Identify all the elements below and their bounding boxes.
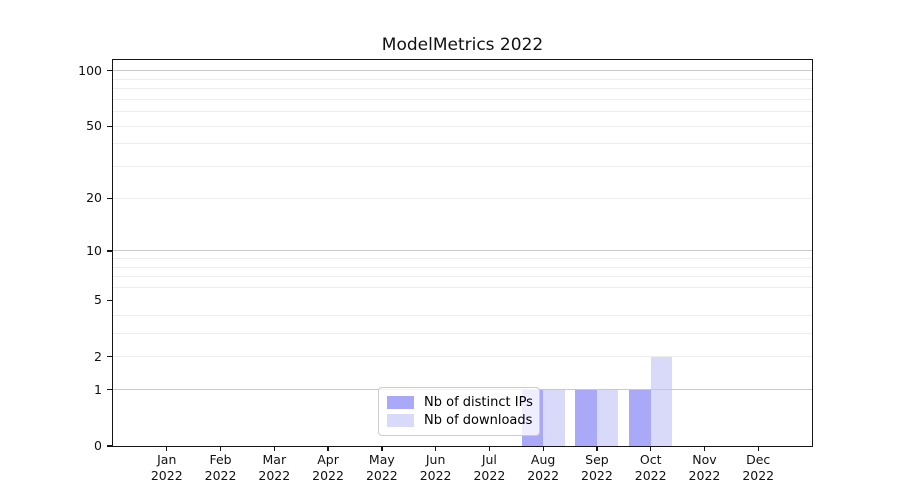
gridline-minor bbox=[113, 276, 812, 278]
gridline-major bbox=[113, 250, 812, 252]
x-tick-mark bbox=[166, 446, 168, 451]
x-tick-mark bbox=[435, 446, 437, 451]
y-tick-label: 10 bbox=[86, 242, 102, 258]
gridline-minor bbox=[113, 88, 812, 89]
legend-row: Nb of distinct IPs bbox=[387, 394, 533, 410]
bar-downloads bbox=[650, 356, 673, 446]
x-tick-label: May 2022 bbox=[365, 452, 398, 483]
x-tick-mark bbox=[488, 446, 491, 451]
gridline-minor bbox=[113, 356, 812, 358]
gridline-major bbox=[113, 70, 812, 72]
gridline-minor bbox=[113, 98, 812, 100]
y-tick-mark bbox=[107, 299, 112, 301]
legend: Nb of distinct IPs Nb of downloads bbox=[378, 387, 540, 436]
y-tick-label: 1 bbox=[94, 381, 102, 397]
x-tick-label: Jul 2022 bbox=[473, 452, 506, 483]
y-tick-label: 20 bbox=[86, 190, 102, 206]
x-tick-label: Jan 2022 bbox=[150, 452, 183, 483]
gridline-minor bbox=[113, 266, 812, 268]
y-tick-label: 50 bbox=[86, 118, 102, 134]
x-tick-mark bbox=[327, 446, 329, 451]
x-tick-mark bbox=[757, 446, 759, 451]
gridline-minor bbox=[113, 111, 812, 113]
x-tick-label: Sep 2022 bbox=[581, 452, 613, 483]
gridline-minor bbox=[113, 197, 812, 199]
gridline-minor bbox=[113, 314, 812, 316]
gridline-minor bbox=[113, 143, 812, 145]
legend-swatch-downloads bbox=[387, 414, 414, 428]
x-tick-label: Apr 2022 bbox=[312, 452, 344, 483]
y-tick-label: 2 bbox=[94, 348, 102, 364]
x-tick-label: Nov 2022 bbox=[688, 452, 721, 483]
x-tick-label: Feb 2022 bbox=[204, 452, 237, 483]
gridline-minor bbox=[113, 287, 812, 289]
y-tick-mark bbox=[107, 356, 112, 358]
gridline-minor bbox=[113, 125, 812, 127]
y-tick-mark bbox=[107, 125, 112, 127]
y-tick-label: 100 bbox=[78, 62, 102, 78]
legend-row: Nb of downloads bbox=[387, 413, 533, 429]
x-tick-label: Mar 2022 bbox=[258, 452, 291, 483]
legend-label-downloads: Nb of downloads bbox=[424, 413, 533, 429]
legend-label-distinct-ips: Nb of distinct IPs bbox=[424, 394, 533, 410]
y-tick-mark bbox=[107, 445, 112, 447]
x-tick-mark bbox=[703, 446, 706, 451]
x-tick-label: Jun 2022 bbox=[419, 452, 452, 483]
x-tick-mark bbox=[650, 446, 652, 451]
bar-downloads bbox=[596, 389, 619, 446]
legend-swatch-distinct-ips bbox=[387, 395, 414, 409]
x-tick-label: Oct 2022 bbox=[634, 452, 667, 483]
x-tick-mark bbox=[219, 446, 222, 451]
bar-distinct-ips bbox=[629, 389, 651, 446]
y-tick-mark bbox=[107, 69, 112, 72]
gridlines-layer bbox=[113, 60, 812, 446]
x-tick-mark bbox=[273, 446, 275, 451]
bar-downloads bbox=[543, 389, 565, 446]
y-tick-label: 0 bbox=[94, 438, 102, 453]
x-tick-label: Aug 2022 bbox=[527, 452, 560, 483]
y-tick-mark bbox=[107, 250, 112, 252]
y-tick-mark bbox=[107, 389, 112, 391]
gridline-minor bbox=[113, 332, 812, 334]
gridline-minor bbox=[113, 258, 812, 260]
gridline-minor bbox=[113, 166, 812, 168]
x-tick-mark bbox=[596, 446, 598, 451]
gridline-minor bbox=[113, 78, 812, 80]
x-tick-mark bbox=[381, 446, 383, 451]
bar-distinct-ips bbox=[575, 389, 597, 446]
chart-title: ModelMetrics 2022 bbox=[381, 35, 544, 55]
y-tick-label: 5 bbox=[94, 292, 102, 308]
x-tick-label: Dec 2022 bbox=[742, 452, 775, 483]
x-tick-mark bbox=[542, 446, 544, 451]
y-tick-mark bbox=[107, 197, 112, 200]
